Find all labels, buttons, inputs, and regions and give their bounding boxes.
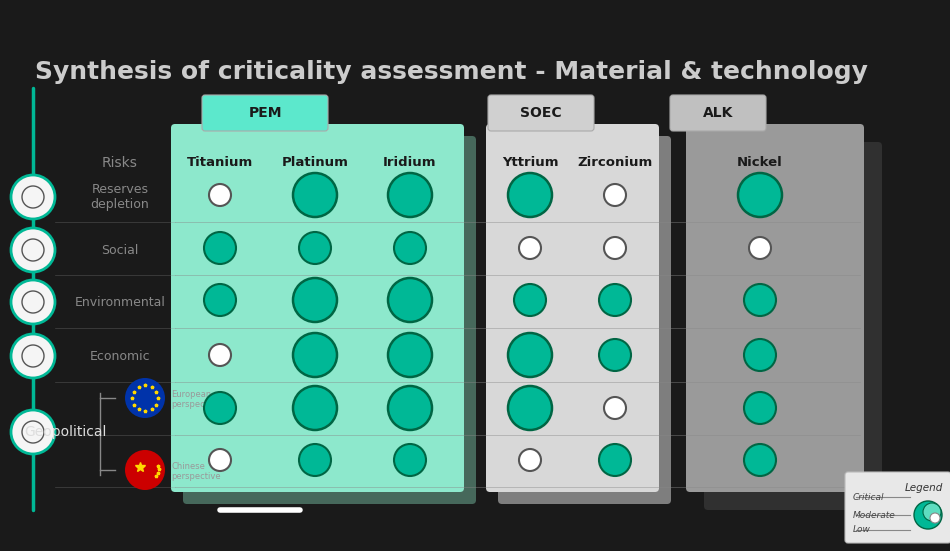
Circle shape <box>204 284 236 316</box>
Text: Critical: Critical <box>853 493 884 501</box>
Text: Platinum: Platinum <box>281 156 349 170</box>
Circle shape <box>388 173 432 217</box>
Text: Low: Low <box>853 526 871 534</box>
Text: PEM: PEM <box>248 106 282 120</box>
Circle shape <box>738 173 782 217</box>
Circle shape <box>125 450 165 490</box>
FancyBboxPatch shape <box>704 142 882 510</box>
Circle shape <box>299 444 331 476</box>
Circle shape <box>508 173 552 217</box>
FancyBboxPatch shape <box>686 124 864 492</box>
Text: Environmental: Environmental <box>74 295 165 309</box>
Circle shape <box>204 392 236 424</box>
Circle shape <box>744 392 776 424</box>
Circle shape <box>11 410 55 454</box>
Circle shape <box>293 173 337 217</box>
Text: Geopolitical: Geopolitical <box>24 425 106 439</box>
FancyBboxPatch shape <box>498 136 671 504</box>
Circle shape <box>930 513 940 523</box>
Circle shape <box>388 278 432 322</box>
Text: Chinese
perspective: Chinese perspective <box>171 462 220 482</box>
Circle shape <box>599 444 631 476</box>
Circle shape <box>209 449 231 471</box>
Circle shape <box>11 228 55 272</box>
FancyBboxPatch shape <box>202 95 328 131</box>
Circle shape <box>394 444 426 476</box>
Text: SOEC: SOEC <box>521 106 561 120</box>
Circle shape <box>293 386 337 430</box>
Text: Yttrium: Yttrium <box>502 156 559 170</box>
Text: European
perspective: European perspective <box>171 390 220 409</box>
Circle shape <box>519 237 541 259</box>
Text: Zirconium: Zirconium <box>578 156 653 170</box>
FancyBboxPatch shape <box>171 124 464 492</box>
Circle shape <box>599 339 631 371</box>
Circle shape <box>209 344 231 366</box>
Text: Reserves
depletion: Reserves depletion <box>90 183 149 211</box>
Circle shape <box>508 386 552 430</box>
Text: ALK: ALK <box>703 106 733 120</box>
Text: Economic: Economic <box>89 349 150 363</box>
Text: Titanium: Titanium <box>187 156 253 170</box>
Circle shape <box>388 333 432 377</box>
FancyBboxPatch shape <box>488 95 594 131</box>
FancyBboxPatch shape <box>183 136 476 504</box>
Circle shape <box>293 333 337 377</box>
Circle shape <box>11 334 55 378</box>
Circle shape <box>299 232 331 264</box>
Circle shape <box>744 339 776 371</box>
Circle shape <box>209 184 231 206</box>
Text: Social: Social <box>102 244 139 257</box>
Circle shape <box>604 397 626 419</box>
Text: Synthesis of criticality assessment - Material & technology: Synthesis of criticality assessment - Ma… <box>35 60 868 84</box>
Circle shape <box>11 280 55 324</box>
Circle shape <box>744 444 776 476</box>
Circle shape <box>514 284 546 316</box>
Circle shape <box>204 232 236 264</box>
Circle shape <box>599 284 631 316</box>
Circle shape <box>749 237 771 259</box>
Circle shape <box>293 278 337 322</box>
Circle shape <box>604 237 626 259</box>
Text: Legend: Legend <box>904 483 943 493</box>
Circle shape <box>508 333 552 377</box>
Text: Moderate: Moderate <box>853 510 896 520</box>
Circle shape <box>125 378 165 418</box>
Circle shape <box>394 232 426 264</box>
Circle shape <box>519 449 541 471</box>
Circle shape <box>914 501 942 529</box>
Text: Nickel: Nickel <box>737 156 783 170</box>
Text: Risks: Risks <box>102 156 138 170</box>
Circle shape <box>11 175 55 219</box>
Text: Iridium: Iridium <box>383 156 437 170</box>
Circle shape <box>923 503 941 521</box>
Circle shape <box>744 284 776 316</box>
Circle shape <box>388 386 432 430</box>
Circle shape <box>604 184 626 206</box>
FancyBboxPatch shape <box>486 124 659 492</box>
FancyBboxPatch shape <box>845 472 950 543</box>
FancyBboxPatch shape <box>670 95 766 131</box>
